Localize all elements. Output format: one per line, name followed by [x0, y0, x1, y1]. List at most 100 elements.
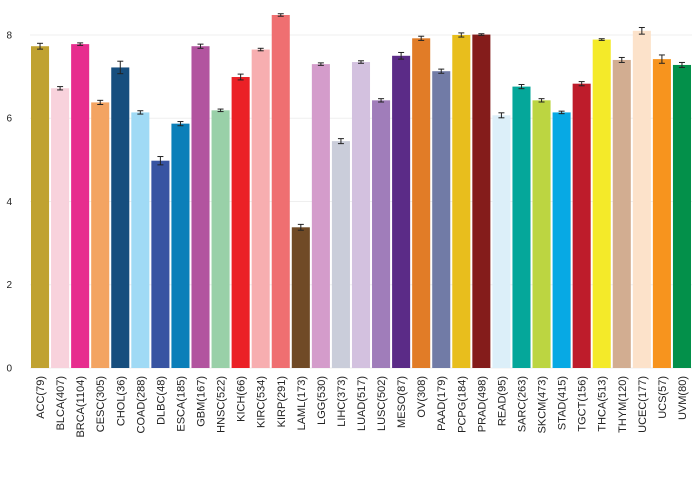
- y-tick-label: 2: [6, 280, 12, 291]
- bar-cesc: [91, 102, 110, 369]
- error-bar: [558, 110, 565, 115]
- bar-ov: [412, 38, 431, 368]
- error-bar: [157, 156, 164, 166]
- bar-thca: [592, 39, 611, 368]
- x-tick-label: CHOL(36): [115, 376, 127, 426]
- x-tick-label: LGG(530): [316, 376, 328, 425]
- bar-paad: [432, 71, 451, 368]
- error-bar: [358, 60, 364, 64]
- x-tick-label: LUSC(502): [376, 376, 388, 431]
- bar-ucec: [632, 30, 651, 368]
- error-bar: [57, 86, 64, 91]
- error-bars: [37, 13, 685, 231]
- error-bar: [177, 121, 184, 127]
- y-tick-label: 4: [6, 197, 12, 208]
- x-tick-label: PAAD(179): [436, 376, 448, 431]
- y-axis-ticks: 0 2 4 6 8: [6, 30, 12, 374]
- x-tick-label: LAML(173): [296, 376, 308, 430]
- error-bar: [418, 35, 425, 41]
- x-tick-label: COAD(288): [135, 376, 147, 433]
- x-tick-label: CESC(305): [95, 376, 107, 432]
- bars: [31, 14, 691, 369]
- error-bar: [117, 60, 124, 75]
- x-tick-label: THYM(120): [617, 376, 629, 433]
- error-bar: [658, 54, 665, 64]
- bar-tgct: [572, 83, 591, 368]
- error-bar: [297, 223, 304, 231]
- bar-luad: [351, 62, 371, 369]
- bar-lusc: [372, 100, 391, 369]
- y-tick-label: 0: [6, 364, 12, 375]
- error-bar: [638, 26, 645, 35]
- x-tick-label: PRAD(498): [476, 376, 488, 432]
- bar-pcpg: [452, 34, 471, 368]
- x-tick-label: TGCT(156): [577, 376, 589, 432]
- x-tick-label: UCEC(177): [637, 376, 649, 433]
- error-bar: [458, 32, 465, 38]
- x-tick-label: GBM(167): [196, 376, 208, 427]
- error-bar: [618, 56, 625, 63]
- bar-stad: [552, 112, 571, 368]
- bar-lihc: [331, 141, 350, 368]
- error-bar: [438, 68, 445, 74]
- error-bar: [518, 84, 525, 90]
- x-tick-label: PCPG(184): [456, 376, 468, 433]
- x-tick-label: KIRC(534): [256, 376, 268, 428]
- bar-laml: [291, 227, 310, 368]
- bar-ucs: [652, 59, 671, 368]
- error-bar: [197, 43, 204, 49]
- error-bar: [237, 73, 244, 81]
- x-tick-label: UVM(80): [677, 376, 689, 420]
- error-bar: [217, 108, 224, 113]
- x-tick-label: OV(308): [416, 376, 428, 418]
- bar-prad: [472, 34, 491, 369]
- error-bar: [137, 110, 144, 115]
- error-bar: [317, 62, 324, 66]
- x-axis-ticks: ACC(79) BLCA(407) BRCA(1104) CESC(305) CHOL(…: [35, 376, 689, 438]
- x-tick-label: LUAD(517): [356, 376, 368, 431]
- bar-uvm: [672, 64, 691, 368]
- x-tick-label: READ(95): [496, 376, 508, 426]
- bar-coad: [131, 112, 150, 368]
- y-tick-label: 6: [6, 114, 12, 125]
- x-tick-label: ESCA(185): [175, 376, 187, 432]
- error-bar: [77, 42, 84, 46]
- bar-skcm: [532, 100, 551, 369]
- error-bar: [538, 98, 545, 103]
- bar-meso: [392, 55, 411, 368]
- x-tick-label: DLBC(48): [155, 376, 167, 425]
- bar-esca: [171, 123, 190, 368]
- bar-kich: [231, 77, 250, 368]
- bar-hnsc: [211, 110, 230, 369]
- error-bar: [277, 13, 284, 17]
- error-bar: [578, 81, 585, 87]
- bar-read: [492, 115, 511, 368]
- error-bar: [97, 99, 104, 105]
- bar-brca: [71, 44, 90, 368]
- error-bar: [678, 61, 685, 68]
- x-tick-label: ACC(79): [35, 376, 47, 419]
- bar-lgg: [311, 64, 330, 369]
- x-tick-label: KIRP(291): [276, 376, 288, 427]
- bar-sarc: [512, 86, 531, 369]
- x-tick-label: SKCM(473): [537, 376, 549, 433]
- x-tick-label: HNSC(522): [216, 376, 228, 433]
- bar-acc: [31, 46, 50, 368]
- error-bar: [398, 51, 405, 60]
- bar-thym: [612, 59, 631, 368]
- x-tick-label: BLCA(407): [55, 376, 67, 430]
- error-bar: [37, 42, 44, 50]
- error-bar: [378, 98, 385, 103]
- bar-kirp: [271, 14, 290, 368]
- x-tick-label: BRCA(1104): [75, 376, 87, 438]
- bar-gbm: [191, 46, 210, 368]
- bar-blca: [51, 88, 70, 368]
- error-bar: [257, 47, 264, 52]
- error-bar: [598, 38, 605, 41]
- bar-kirc: [251, 49, 270, 369]
- x-tick-label: KICH(66): [236, 376, 248, 422]
- bar-dlbc: [151, 160, 170, 368]
- x-tick-label: MESO(87): [396, 376, 408, 428]
